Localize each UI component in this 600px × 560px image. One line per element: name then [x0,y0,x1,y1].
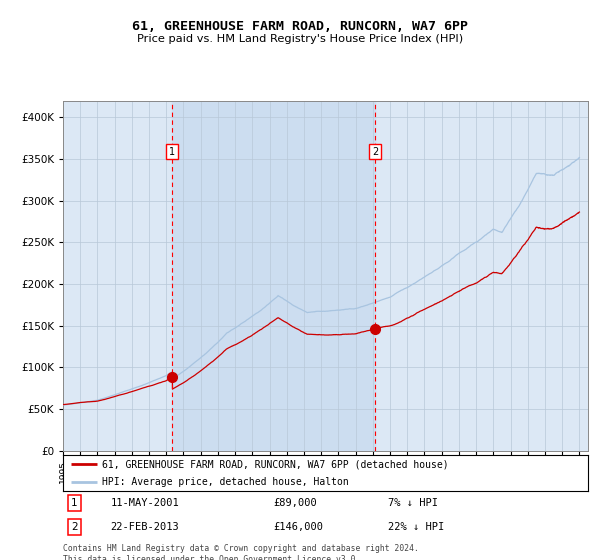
Text: 1: 1 [71,498,78,508]
Text: 1: 1 [169,147,176,157]
Text: 7% ↓ HPI: 7% ↓ HPI [389,498,439,508]
Text: 61, GREENHOUSE FARM ROAD, RUNCORN, WA7 6PP (detached house): 61, GREENHOUSE FARM ROAD, RUNCORN, WA7 6… [103,460,449,470]
Text: 61, GREENHOUSE FARM ROAD, RUNCORN, WA7 6PP: 61, GREENHOUSE FARM ROAD, RUNCORN, WA7 6… [132,20,468,32]
Text: Contains HM Land Registry data © Crown copyright and database right 2024.
This d: Contains HM Land Registry data © Crown c… [63,544,419,560]
Text: Price paid vs. HM Land Registry's House Price Index (HPI): Price paid vs. HM Land Registry's House … [137,34,463,44]
Bar [172,101,375,451]
Text: 22-FEB-2013: 22-FEB-2013 [110,522,179,532]
Text: 11-MAY-2001: 11-MAY-2001 [110,498,179,508]
Text: HPI: Average price, detached house, Halton: HPI: Average price, detached house, Halt… [103,477,349,487]
Text: 22% ↓ HPI: 22% ↓ HPI [389,522,445,532]
Text: 2: 2 [372,147,378,157]
Text: 2: 2 [71,522,78,532]
Text: £146,000: £146,000 [273,522,323,532]
Text: £89,000: £89,000 [273,498,317,508]
